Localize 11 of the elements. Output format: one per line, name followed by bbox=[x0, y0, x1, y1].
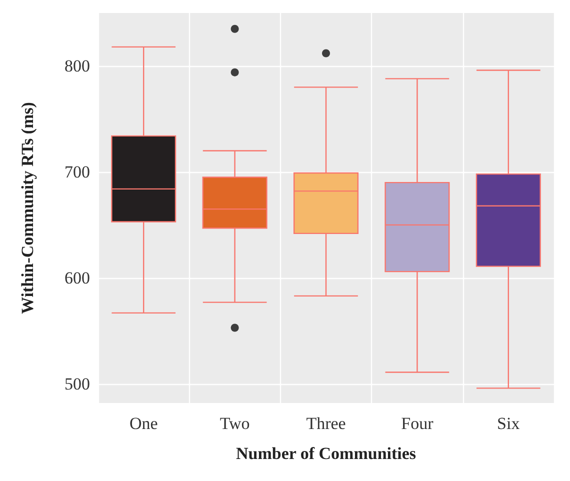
y-axis-title: Within-Community RTs (ms) bbox=[18, 102, 37, 314]
x-tick-label: One bbox=[129, 414, 158, 433]
y-tick-label: 500 bbox=[64, 374, 90, 394]
x-tick-label: Four bbox=[401, 414, 434, 433]
y-tick-label: 700 bbox=[64, 162, 90, 182]
x-tick-label: Six bbox=[497, 414, 520, 433]
x-axis-title: Number of Communities bbox=[236, 444, 416, 463]
x-tick-label: Two bbox=[220, 414, 250, 433]
y-tick-label: 800 bbox=[64, 56, 90, 76]
x-tick-label: Three bbox=[306, 414, 346, 433]
y-tick-label: 600 bbox=[64, 268, 90, 288]
